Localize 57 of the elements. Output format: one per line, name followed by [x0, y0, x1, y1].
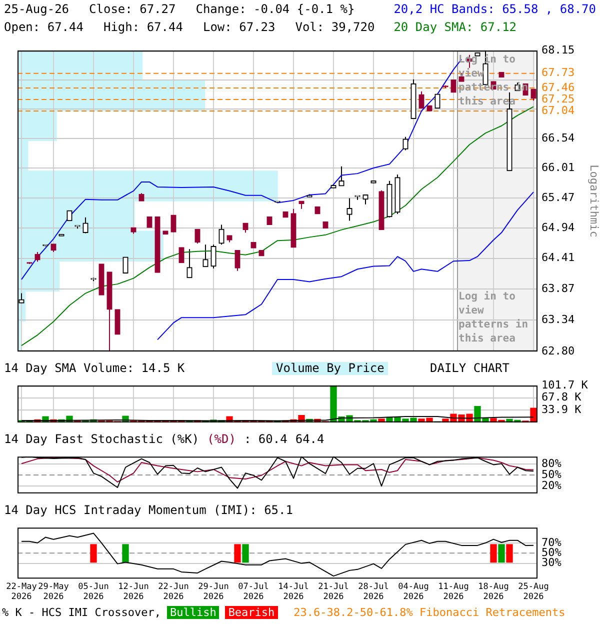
series-label: 14 Day Fast Stochastic (%K) — [4, 432, 200, 446]
y-tick-label: 66.01 — [542, 160, 575, 174]
y-tick-label: 68.15 — [542, 43, 575, 56]
text: 23.6-38.2-50-61.8% Fibonacci Retracements — [294, 606, 566, 619]
ref-line-label: 67.46 — [542, 80, 575, 94]
text: Log in to view patterns in this area — [458, 290, 528, 344]
text: : 60.4 — [244, 432, 288, 446]
y-tick-label: 30% — [542, 556, 562, 570]
y-tick-label: 80% — [542, 456, 562, 470]
y-tick-label: 50% — [542, 468, 562, 481]
y-tick-label: 63.87 — [542, 282, 575, 296]
y-tick-label: 67.8 K — [542, 390, 582, 404]
text: Change: -0.04 {-0.1 %} — [196, 2, 355, 16]
ref-line-label: 67.73 — [542, 66, 575, 80]
text: (%D) — [207, 432, 236, 446]
y-tick-label: 101.7 K — [542, 378, 588, 392]
x-tick-label: 07-Jul 2026 — [238, 582, 269, 602]
text: Bearish — [225, 606, 278, 619]
y-tick-label: 65.47 — [542, 191, 575, 204]
y-tick-label: 62.80 — [542, 344, 575, 358]
y-tick-label: 64.94 — [542, 220, 575, 234]
x-tick-label: 12-Jun 2026 — [118, 582, 149, 602]
ref-line-label: 67.04 — [542, 104, 575, 117]
text: Open: 67.44 — [4, 20, 84, 34]
x-tick-label: 18-Aug 2026 — [478, 582, 509, 602]
x-tick-label: 28-Jul 2026 — [358, 582, 389, 602]
x-tick-label: 25-Aug 2026 — [518, 582, 549, 602]
text: 64.4 — [295, 432, 324, 446]
chart-title: DAILY CHART — [430, 361, 510, 375]
text: Vol: 39,720 — [295, 20, 375, 34]
x-tick-label: 29-Jun 2026 — [198, 582, 229, 602]
x-tick-label: 14-Jul 2026 — [278, 582, 309, 602]
y-tick-label: 20% — [542, 478, 562, 492]
chart-title: 14 Day HCS Intraday Momentum (IMI): 65.1 — [4, 503, 293, 517]
text: Bullish — [166, 606, 220, 619]
x-tick-label: 05-Jun 2026 — [78, 582, 109, 602]
text: Volume By Price — [272, 361, 388, 375]
x-tick-label: 04-Aug 2026 — [398, 582, 429, 602]
y-tick-label: 33.9 K — [542, 402, 582, 416]
x-tick-label: 21-Jul 2026 — [318, 582, 349, 602]
text: Low: 67.23 — [202, 20, 276, 34]
text: 20,2 HC Bands: 65.58 , 68.70 — [394, 2, 596, 16]
text: Close: 67.27 — [89, 2, 176, 16]
ref-line-label: 67.25 — [542, 92, 575, 106]
text: High: 67.44 — [103, 20, 183, 34]
y-tick-label: 64.41 — [542, 251, 575, 264]
x-tick-label: 11-Aug 2026 — [438, 582, 469, 602]
x-tick-label: 22-May 2026 — [6, 582, 37, 602]
text: 20 Day SMA: 67.12 — [394, 20, 518, 34]
text: 25-Aug-26 — [4, 2, 70, 16]
x-tick-label: 22-Jun 2026 — [158, 582, 189, 602]
y-axis-title: Logarithmic — [588, 164, 600, 238]
y-tick-label: 63.34 — [542, 312, 575, 326]
text: 14 Day SMA Volume: 14.5 K — [4, 361, 185, 375]
legend-title: % K - HCS IMI Crossover, — [2, 606, 161, 619]
x-tick-label: 29-May 2026 — [38, 582, 69, 602]
y-tick-label: 66.54 — [542, 131, 575, 144]
